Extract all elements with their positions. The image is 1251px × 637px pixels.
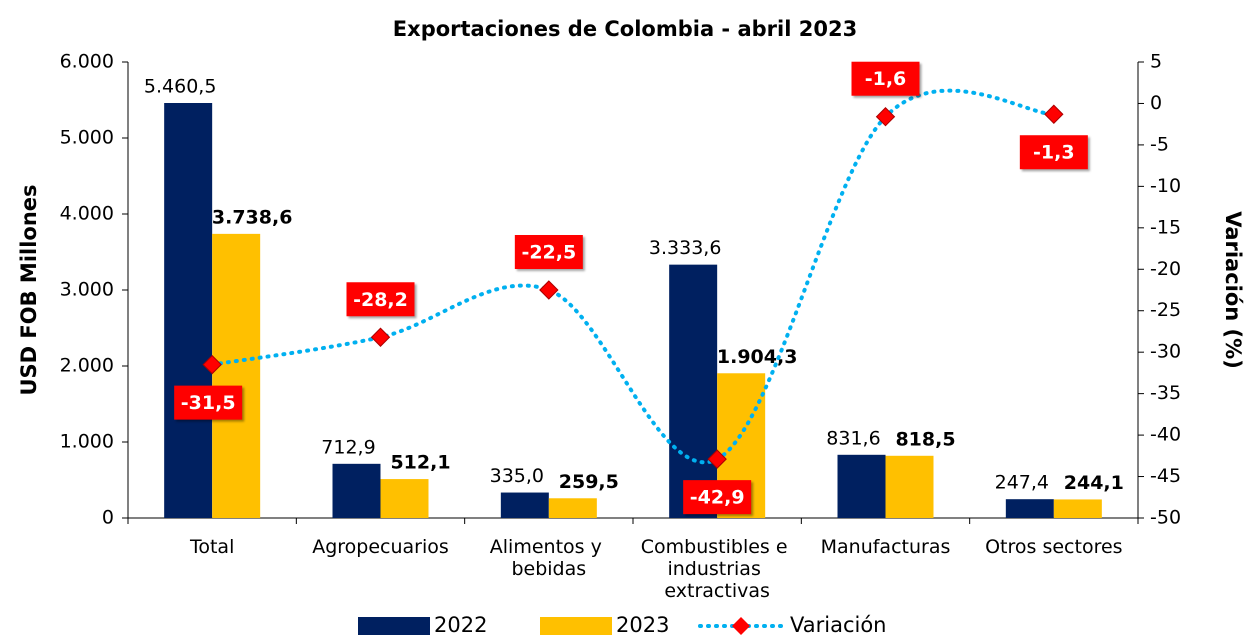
bar-value-label: 1.904,3 <box>717 346 798 368</box>
legend-label: Variación <box>790 613 886 637</box>
bar <box>212 233 261 518</box>
line-value-label: -42,9 <box>690 487 745 509</box>
y2-tick-label: 5 <box>1150 51 1162 73</box>
bar <box>380 479 429 518</box>
bar <box>837 454 886 518</box>
y2-tick-label: -40 <box>1150 424 1181 446</box>
bar <box>1005 499 1054 518</box>
line-value-label: -31,5 <box>181 392 236 414</box>
bar-value-label: 3.333,6 <box>649 237 722 259</box>
y-axis-title: USD FOB Millones <box>17 184 41 395</box>
legend-marker <box>732 617 750 635</box>
y2-tick-label: -5 <box>1150 133 1169 155</box>
line-value-label: -1,6 <box>865 68 907 90</box>
y2-tick-label: -35 <box>1150 382 1181 404</box>
bar <box>885 455 934 518</box>
y-tick-label: 5.000 <box>60 127 114 149</box>
y-tick-label: 2.000 <box>60 355 114 377</box>
value-label-box <box>1019 135 1088 170</box>
marker <box>875 107 896 127</box>
y-tick-label: 0 <box>102 507 114 529</box>
y-tick-label: 3.000 <box>60 279 114 301</box>
marker <box>539 280 559 300</box>
line-value-label: -22,5 <box>521 242 576 264</box>
y-tick-label: 4.000 <box>60 203 114 225</box>
bar-value-label: 259,5 <box>559 471 619 493</box>
bar <box>669 264 718 518</box>
legend-swatch <box>540 617 612 635</box>
y2-tick-label: -45 <box>1150 465 1181 487</box>
marker <box>707 449 727 469</box>
y2-axis-title: Variación (%) <box>1221 211 1245 369</box>
y2-tick-label: -20 <box>1150 258 1181 280</box>
bar <box>548 498 597 518</box>
x-tick-label: Otros sectores <box>985 536 1122 558</box>
bar <box>164 103 213 518</box>
bar-value-label: 5.460,5 <box>144 76 217 98</box>
x-tick-label: Agropecuarios <box>312 536 449 558</box>
x-tick-label: Combustibles e industrias extractivas <box>641 536 794 602</box>
marker <box>1044 104 1064 124</box>
chart-title: Exportaciones de Colombia - abril 2023 <box>393 17 857 41</box>
x-tick-label: Manufacturas <box>821 536 951 558</box>
line-value-label: -28,2 <box>353 289 408 311</box>
y2-tick-label: -15 <box>1150 216 1181 238</box>
marker <box>370 327 391 347</box>
bar-value-label: 712,9 <box>321 436 375 458</box>
y2-tick-label: -30 <box>1150 341 1181 363</box>
x-tick-label: Total <box>189 536 234 558</box>
legend-label: 2022 <box>434 613 487 637</box>
bar-value-label: 244,1 <box>1064 472 1124 494</box>
y2-tick-label: 0 <box>1150 92 1162 114</box>
value-label-box <box>346 282 415 317</box>
bar-value-label: 335,0 <box>490 465 544 487</box>
line-value-label: -1,3 <box>1033 142 1075 164</box>
bar-value-label: 818,5 <box>895 428 955 450</box>
y2-tick-label: -10 <box>1150 175 1181 197</box>
variation-line <box>210 88 1056 465</box>
marker <box>202 354 222 375</box>
bar-value-label: 247,4 <box>995 472 1049 494</box>
x-tick-label: Alimentos y bebidas <box>490 536 608 580</box>
value-label-box <box>174 385 243 420</box>
bar <box>1053 499 1102 518</box>
y-tick-label: 1.000 <box>60 431 114 453</box>
legend-swatch <box>358 617 430 635</box>
bar-value-label: 831,6 <box>826 427 880 449</box>
bar-value-label: 512,1 <box>390 452 450 474</box>
value-label-box <box>851 61 920 96</box>
y2-tick-label: -25 <box>1150 299 1181 321</box>
bar <box>500 492 549 518</box>
value-label-box <box>683 480 752 515</box>
bar-value-label: 3.738,6 <box>212 206 293 228</box>
legend-label: 2023 <box>616 613 669 637</box>
bar <box>332 463 381 518</box>
y2-tick-label: -50 <box>1150 507 1181 529</box>
value-label-box <box>514 235 583 269</box>
y-tick-label: 6.000 <box>60 51 114 73</box>
